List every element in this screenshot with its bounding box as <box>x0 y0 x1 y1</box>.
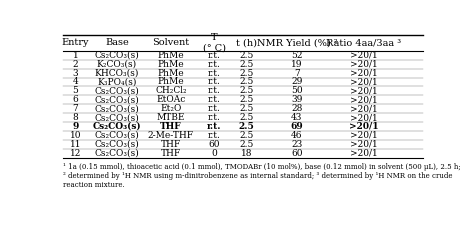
Text: T
(° C): T (° C) <box>202 33 226 52</box>
Text: >20/1: >20/1 <box>350 140 377 149</box>
Text: r.t.: r.t. <box>208 113 220 122</box>
Text: 8: 8 <box>73 113 78 122</box>
Text: 10: 10 <box>70 131 81 140</box>
Text: Base: Base <box>105 38 129 47</box>
Text: Et₂O: Et₂O <box>160 104 182 113</box>
Text: 11: 11 <box>70 140 81 149</box>
Text: KHCO₃(s): KHCO₃(s) <box>95 69 139 78</box>
Text: r.t.: r.t. <box>207 122 221 131</box>
Text: 2.5: 2.5 <box>239 95 254 104</box>
Text: 7: 7 <box>73 104 78 113</box>
Text: Cs₂CO₃(s): Cs₂CO₃(s) <box>94 140 139 149</box>
Text: >20/1: >20/1 <box>350 60 377 69</box>
Text: r.t.: r.t. <box>208 131 220 140</box>
Text: 3: 3 <box>73 69 78 78</box>
Text: 50: 50 <box>291 86 303 95</box>
Text: PhMe: PhMe <box>158 77 184 86</box>
Text: Cs₂CO₃(s): Cs₂CO₃(s) <box>94 86 139 95</box>
Text: Cs₂CO₃(s): Cs₂CO₃(s) <box>92 122 141 131</box>
Text: 2-Me-THF: 2-Me-THF <box>148 131 194 140</box>
Text: 19: 19 <box>291 60 303 69</box>
Text: 2.5: 2.5 <box>239 51 254 60</box>
Text: ¹ 1a (0.15 mmol), thioacetic acid (0.1 mmol), TMODABr (10 mol%), base (0.12 mmol: ¹ 1a (0.15 mmol), thioacetic acid (0.1 m… <box>63 163 461 189</box>
Text: r.t.: r.t. <box>208 77 220 86</box>
Text: Ratio 4aa/3aa ³: Ratio 4aa/3aa ³ <box>326 38 401 47</box>
Text: >20/1: >20/1 <box>350 69 377 78</box>
Text: Cs₂CO₃(s): Cs₂CO₃(s) <box>94 113 139 122</box>
Text: Cs₂CO₃(s): Cs₂CO₃(s) <box>94 149 139 158</box>
Text: 1: 1 <box>73 51 78 60</box>
Text: Cs₂CO₃(s): Cs₂CO₃(s) <box>94 104 139 113</box>
Text: NMR Yield (%) ²: NMR Yield (%) ² <box>256 38 337 47</box>
Text: 2.5: 2.5 <box>239 140 254 149</box>
Text: r.t.: r.t. <box>208 104 220 113</box>
Text: Entry: Entry <box>62 38 89 47</box>
Text: 39: 39 <box>291 95 302 104</box>
Text: 6: 6 <box>73 95 78 104</box>
Text: THF: THF <box>160 122 182 131</box>
Text: 2.5: 2.5 <box>239 77 254 86</box>
Text: 2.5: 2.5 <box>239 60 254 69</box>
Text: 2.5: 2.5 <box>239 113 254 122</box>
Text: 2.5: 2.5 <box>239 69 254 78</box>
Text: THF: THF <box>161 140 181 149</box>
Text: CH₂Cl₂: CH₂Cl₂ <box>155 86 187 95</box>
Text: 23: 23 <box>292 140 302 149</box>
Text: >20/1: >20/1 <box>350 149 377 158</box>
Text: >20/1: >20/1 <box>350 86 377 95</box>
Text: 43: 43 <box>291 113 302 122</box>
Text: Cs₂CO₃(s): Cs₂CO₃(s) <box>94 131 139 140</box>
Text: 0: 0 <box>211 149 217 158</box>
Text: 2.5: 2.5 <box>239 131 254 140</box>
Text: r.t.: r.t. <box>208 95 220 104</box>
Text: >20/1: >20/1 <box>350 131 377 140</box>
Text: >20/1: >20/1 <box>349 122 378 131</box>
Text: >20/1: >20/1 <box>350 113 377 122</box>
Text: PhMe: PhMe <box>158 51 184 60</box>
Text: Cs₂CO₃(s): Cs₂CO₃(s) <box>94 51 139 60</box>
Text: 46: 46 <box>291 131 303 140</box>
Text: 9: 9 <box>73 122 79 131</box>
Text: >20/1: >20/1 <box>350 104 377 113</box>
Text: 60: 60 <box>209 140 220 149</box>
Text: r.t.: r.t. <box>208 60 220 69</box>
Text: 4: 4 <box>73 77 78 86</box>
Text: 5: 5 <box>73 86 79 95</box>
Text: 2.5: 2.5 <box>238 122 255 131</box>
Text: 52: 52 <box>291 51 303 60</box>
Text: MTBE: MTBE <box>157 113 185 122</box>
Text: 60: 60 <box>291 149 303 158</box>
Text: 18: 18 <box>241 149 252 158</box>
Text: PhMe: PhMe <box>158 69 184 78</box>
Text: >20/1: >20/1 <box>350 95 377 104</box>
Text: 2.5: 2.5 <box>239 104 254 113</box>
Text: 69: 69 <box>291 122 303 131</box>
Text: 29: 29 <box>291 77 302 86</box>
Text: >20/1: >20/1 <box>350 77 377 86</box>
Text: EtOAc: EtOAc <box>156 95 186 104</box>
Text: 2.5: 2.5 <box>239 86 254 95</box>
Text: >20/1: >20/1 <box>350 51 377 60</box>
Text: PhMe: PhMe <box>158 60 184 69</box>
Text: r.t.: r.t. <box>208 69 220 78</box>
Text: K₃PO₄(s): K₃PO₄(s) <box>97 77 137 86</box>
Text: 2: 2 <box>73 60 78 69</box>
Text: r.t.: r.t. <box>208 86 220 95</box>
Text: Cs₂CO₃(s): Cs₂CO₃(s) <box>94 95 139 104</box>
Text: r.t.: r.t. <box>208 51 220 60</box>
Text: t (h): t (h) <box>236 38 257 47</box>
Text: 7: 7 <box>294 69 300 78</box>
Text: 28: 28 <box>291 104 302 113</box>
Text: Solvent: Solvent <box>152 38 190 47</box>
Text: THF: THF <box>161 149 181 158</box>
Text: 12: 12 <box>70 149 81 158</box>
Text: K₂CO₃(s): K₂CO₃(s) <box>97 60 137 69</box>
